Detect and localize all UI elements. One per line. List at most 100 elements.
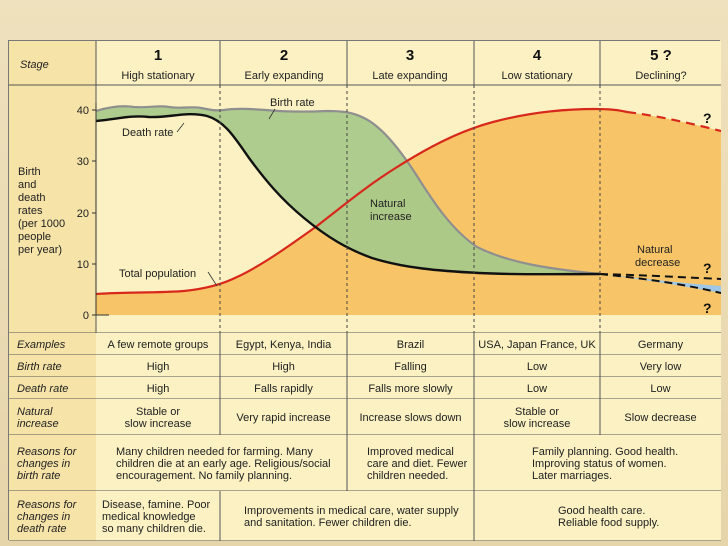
stage-table: Examples Birth rate Death rate Naturalincre… — [9, 333, 721, 542]
y-title-line: rates — [18, 205, 43, 217]
stage-headers: 1 High stationary 2 Early expanding 3 La… — [121, 47, 686, 82]
natural-increase-label: increase — [370, 211, 412, 223]
y-tick-0: 0 — [83, 310, 89, 322]
y-tick-10: 10 — [77, 259, 89, 271]
natural-decrease-label: Natural — [637, 244, 672, 256]
death-rate-curve — [95, 112, 601, 276]
table-row-label: increase — [17, 418, 59, 430]
table-row-label: Examples — [17, 339, 66, 351]
y-title-line: people — [18, 231, 51, 243]
stage-2-number: 2 — [280, 47, 288, 64]
table-span-cell: care and diet. Fewer — [367, 458, 468, 470]
table-row-label-cell — [9, 333, 96, 355]
left-column-band — [9, 41, 96, 333]
stage-4-number: 4 — [533, 47, 542, 64]
demographic-transition-figure: 40 30 20 10 0 Birth and death rates (per… — [8, 40, 722, 542]
table-row-label-cell — [9, 435, 96, 491]
table-cell: High — [272, 361, 295, 373]
table-span-cell: so many children die. — [102, 523, 206, 535]
stage-4-name: Low stationary — [502, 70, 573, 82]
table-cell: Low — [527, 361, 547, 373]
table-cell: Germany — [638, 339, 684, 351]
stage-3-number: 3 — [406, 47, 414, 64]
y-tick-labels: 40 30 20 10 0 — [77, 105, 89, 322]
natural-increase-area — [96, 106, 600, 275]
table-row — [96, 333, 721, 355]
y-title-line: per year) — [18, 244, 62, 256]
table-span-cell: medical knowledge — [102, 511, 196, 523]
table-cell: Very rapid increase — [236, 412, 330, 424]
y-tick-30: 30 — [77, 156, 89, 168]
table-span-cell: Reliable food supply. — [558, 517, 659, 529]
table-row-label: birth rate — [17, 470, 60, 482]
table-row-label: death rate — [17, 523, 67, 535]
table-row-label: Death rate — [17, 383, 68, 395]
table-span-cell: and sanitation. Fewer children die. — [244, 517, 412, 529]
table-row — [96, 377, 721, 399]
table-span-cell: Many children needed for farming. Many — [116, 446, 313, 458]
table-cell: Stable or — [136, 406, 180, 418]
table-cell: Increase slows down — [359, 412, 461, 424]
table-span-cell: Improved medical — [367, 446, 454, 458]
table-row-label: changes in — [17, 511, 70, 523]
question-mark-birth: ? — [703, 260, 712, 276]
table-cell: High — [147, 361, 170, 373]
y-title-line: death — [18, 192, 46, 204]
stage-1-number: 1 — [154, 47, 162, 64]
y-axis — [92, 103, 109, 316]
table-cell: High — [147, 383, 170, 395]
stage-3-name: Late expanding — [372, 70, 447, 82]
table-cell: Egypt, Kenya, India — [236, 339, 332, 351]
table-row-label: Natural — [17, 406, 53, 418]
stage-1-name: High stationary — [121, 70, 195, 82]
table-cell: slow increase — [504, 418, 571, 430]
y-title-line: Birth — [18, 166, 41, 178]
y-title-line: and — [18, 179, 36, 191]
table-cell: USA, Japan France, UK — [478, 339, 596, 351]
total-population-label: Total population — [119, 268, 196, 280]
table-row-label-cell — [9, 377, 96, 399]
table-row — [96, 355, 721, 377]
table-span-cell: children needed. — [367, 470, 448, 482]
table-cell: slow increase — [125, 418, 192, 430]
table-span-cell: Good health care. — [558, 505, 645, 517]
natural-increase-label: Natural — [370, 198, 405, 210]
birth-rate-curve — [95, 105, 601, 276]
table-span-cell: Improving status of women. — [532, 458, 667, 470]
table-row — [96, 491, 721, 541]
table-cell: Slow decrease — [624, 412, 696, 424]
stage-header-label: Stage — [20, 59, 49, 71]
table-cell: Falls more slowly — [368, 383, 453, 395]
table-span-cell: children die at an early age. Religious/… — [116, 458, 331, 470]
death-rate-label: Death rate — [122, 127, 173, 139]
table-span-cell: Disease, famine. Poor — [102, 499, 211, 511]
table-cell: Low — [650, 383, 670, 395]
table-span-cell: Family planning. Good health. — [532, 446, 678, 458]
table-cell: Falling — [394, 361, 426, 373]
table-row-label-cell — [9, 491, 96, 541]
stage-dividers — [219, 85, 601, 333]
table-span-cell: Improvements in medical care, water supp… — [244, 505, 459, 517]
stage-5-name: Declining? — [635, 70, 686, 82]
death-rate-projection — [599, 273, 722, 280]
table-row-label-cell — [9, 355, 96, 377]
table-row-label: Reasons for — [17, 446, 78, 458]
birth-rate-projection — [599, 273, 722, 294]
table-row-label: Birth rate — [17, 361, 62, 373]
total-population-curve — [95, 107, 628, 296]
natural-decrease-label: decrease — [635, 257, 680, 269]
question-mark-population: ? — [703, 110, 712, 126]
stage-5-number: 5 ? — [650, 47, 672, 64]
header-band — [9, 41, 721, 85]
table-span-cell: Later marriages. — [532, 470, 612, 482]
table-row — [96, 399, 721, 435]
birth-rate-label: Birth rate — [270, 97, 315, 109]
table-cell: Stable or — [515, 406, 559, 418]
table-row — [96, 435, 721, 491]
table-row-label: Reasons for — [17, 499, 78, 511]
y-tick-40: 40 — [77, 105, 89, 117]
figure-canvas: 40 30 20 10 0 Birth and death rates (per… — [9, 41, 722, 542]
table-cell: Falls rapidly — [254, 383, 313, 395]
table-cell: Low — [527, 383, 547, 395]
